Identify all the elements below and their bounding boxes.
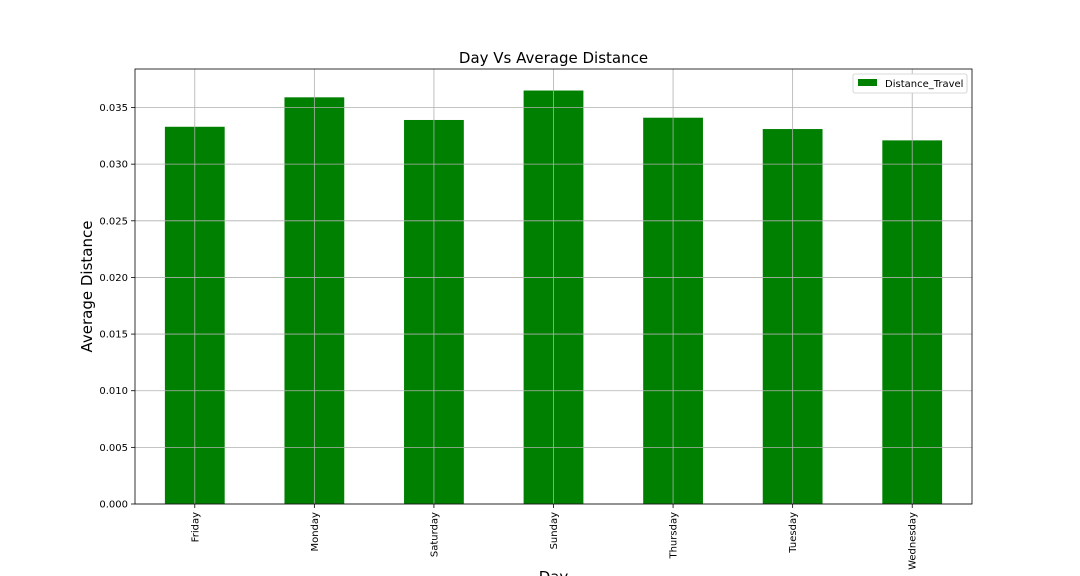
y-tick-label: 0.000 <box>99 500 128 511</box>
y-tick-label: 0.005 <box>99 443 128 454</box>
x-tick-label-thursday: Thursday <box>669 512 680 560</box>
legend-label: Distance_Travel <box>885 79 963 90</box>
x-tick-label-wednesday: Wednesday <box>908 512 919 570</box>
x-tick-label-monday: Monday <box>310 512 321 552</box>
y-tick-label: 0.035 <box>99 103 128 114</box>
chart-title: Day Vs Average Distance <box>459 49 648 67</box>
legend-frame <box>852 73 968 94</box>
x-axis-label: Day <box>539 568 569 576</box>
x-axis-ticks: Friday Monday Saturday Sunday Thursday Tuesda… <box>190 504 919 570</box>
y-axis-ticks: 0.000 0.005 0.010 0.015 0.020 0.025 0.030 0.035 <box>99 103 135 511</box>
x-tick-label-tuesday: Tuesday <box>788 512 799 554</box>
y-tick-label: 0.015 <box>99 330 128 341</box>
y-axis-label: Average Distance <box>78 221 96 353</box>
y-tick-label: 0.030 <box>99 160 128 171</box>
legend: Distance_Travel <box>852 73 968 94</box>
y-tick-label: 0.025 <box>99 216 128 227</box>
x-tick-label-sunday: Sunday <box>549 512 560 549</box>
y-tick-label: 0.010 <box>99 386 128 397</box>
x-tick-label-saturday: Saturday <box>429 512 440 557</box>
x-tick-label-friday: Friday <box>190 512 201 542</box>
y-tick-label: 0.020 <box>99 273 128 284</box>
legend-swatch <box>858 79 877 86</box>
